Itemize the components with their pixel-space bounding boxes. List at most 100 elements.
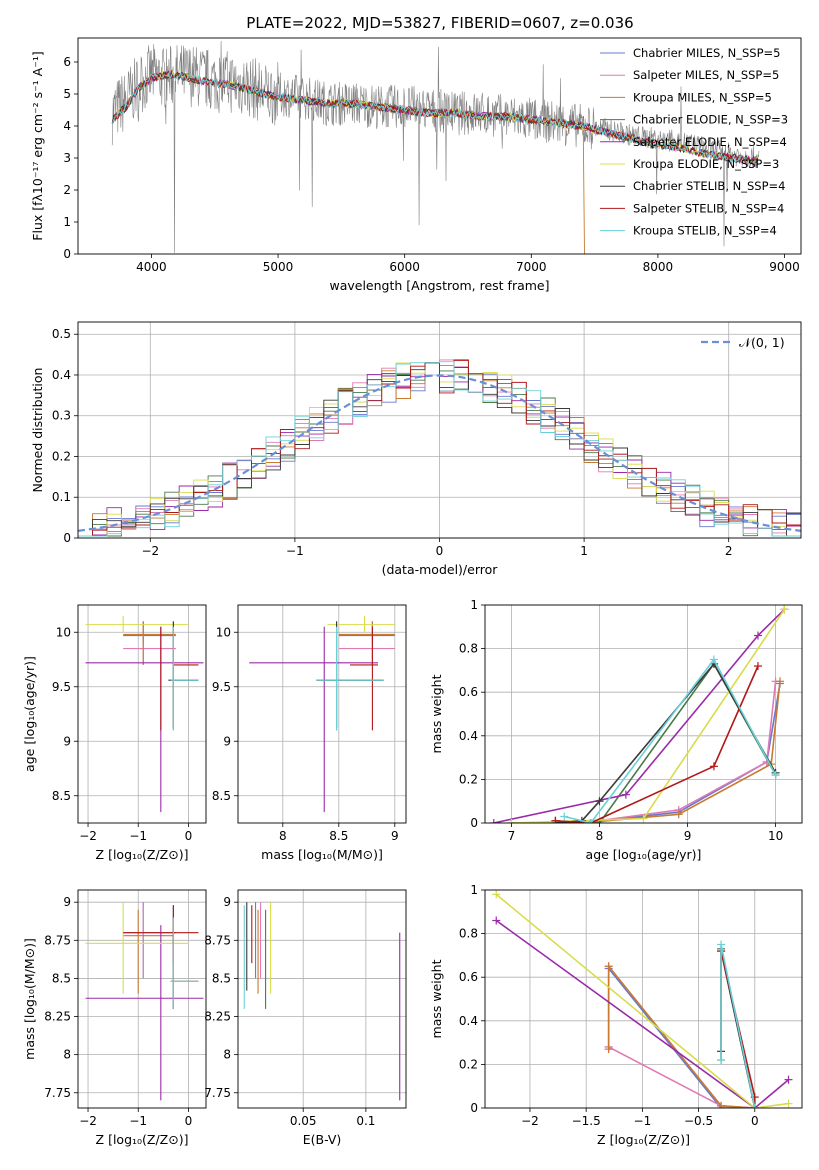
x-axis-label: Z [log₁₀(Z/Z⊙)] <box>597 1132 690 1147</box>
y-tick-label: 7.75 <box>204 1086 231 1100</box>
y-tick-label: 0.4 <box>459 729 478 743</box>
x-tick-label: 9 <box>391 829 399 843</box>
x-tick-label: −2 <box>79 829 97 843</box>
y-tick-label: 9 <box>223 895 231 909</box>
y-tick-label: 10 <box>216 625 231 639</box>
x-tick-label: −2 <box>141 544 159 558</box>
plot-area <box>85 902 204 1101</box>
x-axis-label: wavelength [Angstrom, rest frame] <box>329 278 549 293</box>
x-tick-label: 0 <box>436 544 444 558</box>
y-tick-label: 0.8 <box>459 927 478 941</box>
x-tick-label: −1 <box>129 829 147 843</box>
y-tick-label: 1 <box>470 598 478 612</box>
chart-age_vs_Z: −2 −1 0 8.5 9 9.5 10 Z [log₁₀(Z/Z⊙)] age [log₁₀(… <box>22 604 207 862</box>
chart-mass_weight_vs_Z: −2 −1.5 −1 −0.5 0 0 0.2 0.4 0.6 0.8 1 Z [log₁₀(Z/Z⊙… <box>429 883 803 1147</box>
axes-frame <box>237 889 407 1109</box>
y-tick-label: 8.5 <box>212 971 231 985</box>
weight-series-line <box>555 665 759 823</box>
x-tick-label: 5000 <box>263 260 294 274</box>
x-tick-label: 7000 <box>516 260 547 274</box>
plot-area <box>249 615 395 813</box>
x-tick-label: −2 <box>521 1114 539 1128</box>
y-tick-label: 0.8 <box>459 642 478 656</box>
y-tick-label: 3 <box>63 151 71 165</box>
axes-frame <box>237 604 407 824</box>
y-tick-label: 8 <box>63 1048 71 1062</box>
axes-frame <box>77 889 207 1109</box>
x-tick-label: 0.05 <box>290 1114 317 1128</box>
y-tick-label: 5 <box>63 87 71 101</box>
y-axis-label: Normed distribution <box>30 368 45 493</box>
weight-series-line <box>607 966 755 1108</box>
y-tick-label: 0 <box>470 1101 478 1115</box>
plot-area <box>489 605 789 823</box>
legend-label: Kroupa ELODIE, N_SSP=3 <box>633 157 779 171</box>
x-tick-label: 2 <box>725 544 733 558</box>
legend: Chabrier MILES, N_SSP=5 Salpeter MILES, N… <box>600 46 788 238</box>
x-tick-label: 0.1 <box>356 1114 375 1128</box>
y-tick-label: 0.6 <box>459 970 478 984</box>
y-tick-label: 0 <box>470 816 478 830</box>
x-tick-label: −0.5 <box>684 1114 713 1128</box>
x-axis-label: E(B-V) <box>303 1132 342 1147</box>
legend-label: Salpeter STELIB, N_SSP=4 <box>633 201 784 215</box>
legend-label: Salpeter ELODIE, N_SSP=4 <box>633 135 787 149</box>
axes-frame <box>484 889 803 1109</box>
plot-area <box>78 359 801 537</box>
y-tick-label: 8.5 <box>52 789 71 803</box>
x-tick-label: 0 <box>185 829 193 843</box>
x-tick-label: −2 <box>79 1114 97 1128</box>
y-tick-label: 8.5 <box>52 971 71 985</box>
y-axis-label: mass weight <box>429 959 444 1038</box>
y-tick-label: 8.25 <box>44 1010 71 1024</box>
axes-frame <box>77 37 802 255</box>
x-axis-label: Z [log₁₀(Z/Z⊙)] <box>96 1132 189 1147</box>
weight-series-line <box>495 919 790 1108</box>
y-tick-label: 8.5 <box>212 789 231 803</box>
chart-mass_vs_ebv: 0.05 0.1 7.75 8 8.25 8.5 8.75 9 E(B-V) <box>204 889 407 1147</box>
y-tick-label: 10 <box>56 625 71 639</box>
weight-series-line <box>493 608 785 823</box>
y-tick-label: 8 <box>223 1048 231 1062</box>
y-tick-label: 8.75 <box>44 933 71 947</box>
y-tick-label: 0.5 <box>52 327 71 341</box>
y-tick-label: 0.2 <box>52 449 71 463</box>
x-tick-label: 9000 <box>769 260 800 274</box>
plot-area <box>492 890 793 1108</box>
legend-label: Salpeter MILES, N_SSP=5 <box>633 68 779 82</box>
plot-area <box>243 902 401 1101</box>
x-tick-label: 9 <box>684 829 692 843</box>
weight-series-line <box>495 893 789 1108</box>
chart-mass_weight_vs_age: 7 8 9 10 0 0.2 0.4 0.6 0.8 1 age [log₁₀(age/yr)] ma… <box>429 598 803 862</box>
chart-residuals: −2 −1 0 1 2 0 0.1 0.2 0.3 0.4 0.5 (data-model)/erro… <box>30 321 802 577</box>
model-spectrum-line <box>111 71 758 164</box>
y-tick-label: 9.5 <box>52 680 71 694</box>
model-spectrum-line <box>111 70 759 165</box>
x-axis-label: age [log₁₀(age/yr)] <box>586 847 702 862</box>
y-tick-label: 0.6 <box>459 685 478 699</box>
y-tick-label: 0.2 <box>459 772 478 786</box>
y-tick-label: 9.5 <box>212 680 231 694</box>
x-tick-label: −1.5 <box>572 1114 601 1128</box>
normal-curve <box>78 374 801 532</box>
x-axis-label: mass [log₁₀(M/M⊙)] <box>261 847 383 862</box>
chart-spectrum: 4000 5000 6000 7000 8000 9000 0 1 2 3 4 5 6 wavelengt… <box>30 37 802 293</box>
x-tick-label: −1 <box>129 1114 147 1128</box>
y-tick-label: 9 <box>63 895 71 909</box>
y-tick-label: 0 <box>63 247 71 261</box>
x-tick-label: 0 <box>751 1114 759 1128</box>
y-axis-label: Flux [fλ10⁻¹⁷ erg cm⁻² s⁻¹ A⁻¹] <box>30 51 45 240</box>
weight-series-line <box>564 658 777 823</box>
legend: 𝒩(0, 1) <box>701 335 785 350</box>
x-tick-label: −1 <box>634 1114 652 1128</box>
x-axis-label: (data-model)/error <box>382 562 499 577</box>
legend-label: Kroupa STELIB, N_SSP=4 <box>633 224 777 238</box>
y-tick-label: 9 <box>223 734 231 748</box>
y-axis-label: mass [log₁₀(M/M⊙)] <box>22 938 37 1060</box>
x-axis-label: Z [log₁₀(Z/Z⊙)] <box>96 847 189 862</box>
x-tick-label: 0 <box>185 1114 193 1128</box>
x-tick-label: −1 <box>286 544 304 558</box>
weight-series-line <box>607 966 755 1108</box>
histogram-series <box>78 361 801 537</box>
